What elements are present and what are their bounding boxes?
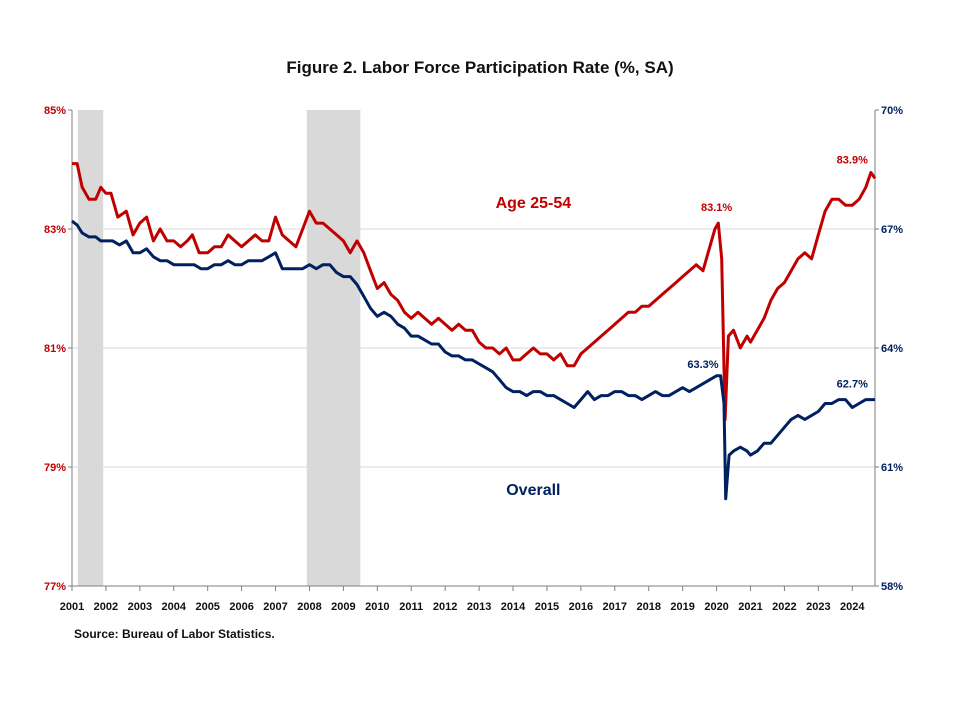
- data-annotation: 63.3%: [687, 359, 718, 371]
- x-tick-label: 2016: [569, 601, 593, 613]
- x-tick-label: 2023: [806, 601, 830, 613]
- source-note: Source: Bureau of Labor Statistics.: [74, 627, 275, 641]
- series-label: Overall: [506, 482, 560, 499]
- x-tick-label: 2001: [60, 601, 84, 613]
- series-label: Age 25-54: [496, 195, 572, 212]
- x-tick-label: 2010: [365, 601, 389, 613]
- y-left-tick-label: 83%: [44, 224, 66, 236]
- x-tick-label: 2006: [229, 601, 253, 613]
- x-tick-label: 2007: [263, 601, 287, 613]
- data-annotation: 83.1%: [701, 202, 732, 214]
- x-tick-label: 2022: [772, 601, 796, 613]
- data-annotation: 62.7%: [837, 379, 868, 391]
- series-line: [71, 219, 875, 501]
- data-annotation: 83.9%: [837, 155, 868, 167]
- x-tick-label: 2003: [128, 601, 152, 613]
- y-right-tick-label: 70%: [881, 105, 903, 117]
- x-tick-label: 2009: [331, 601, 355, 613]
- y-left-tick-label: 81%: [44, 343, 66, 355]
- x-tick-label: 2013: [467, 601, 491, 613]
- x-tick-label: 2017: [603, 601, 627, 613]
- x-tick-label: 2011: [399, 601, 423, 613]
- y-right-tick-label: 61%: [881, 462, 903, 474]
- series-line: [72, 162, 877, 421]
- y-right-tick-label: 67%: [881, 224, 903, 236]
- x-tick-label: 2024: [840, 601, 865, 613]
- y-left-tick-label: 79%: [44, 462, 66, 474]
- x-tick-label: 2020: [704, 601, 728, 613]
- x-tick-label: 2014: [501, 601, 526, 613]
- y-right-tick-label: 64%: [881, 343, 903, 355]
- y-right-tick-label: 58%: [881, 581, 903, 593]
- y-left-tick-label: 85%: [44, 105, 66, 117]
- x-tick-label: 2004: [162, 601, 187, 613]
- x-tick-label: 2019: [670, 601, 694, 613]
- x-tick-label: 2002: [94, 601, 118, 613]
- x-tick-label: 2021: [738, 601, 762, 613]
- chart-title: Figure 2. Labor Force Participation Rate…: [286, 58, 674, 77]
- y-left-tick-label: 77%: [44, 581, 66, 593]
- x-tick-label: 2012: [433, 601, 457, 613]
- x-tick-label: 2005: [195, 601, 219, 613]
- x-tick-label: 2018: [636, 601, 660, 613]
- x-tick-label: 2008: [297, 601, 321, 613]
- x-tick-label: 2015: [535, 601, 559, 613]
